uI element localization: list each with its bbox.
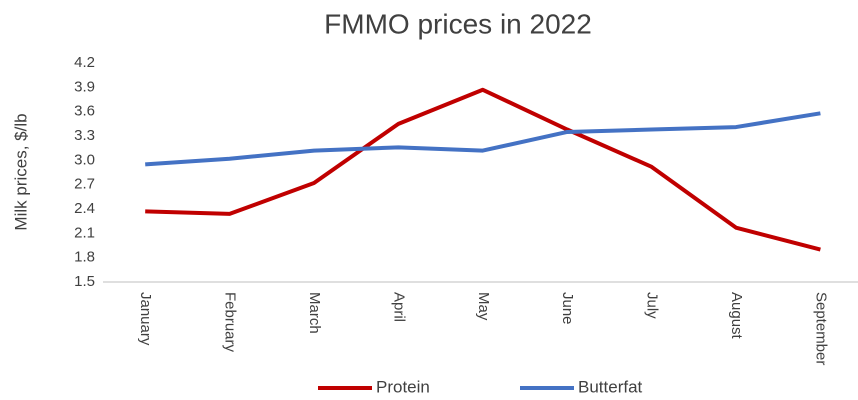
x-tick-label: April xyxy=(390,292,407,322)
x-tick-label: May xyxy=(475,292,492,321)
legend-label: Butterfat xyxy=(578,377,643,396)
y-tick-label: 2.4 xyxy=(74,200,95,217)
y-tick-label: 1.8 xyxy=(74,249,95,266)
x-tick-label: September xyxy=(812,292,829,365)
x-tick-label: February xyxy=(222,292,239,353)
series-line xyxy=(145,111,821,167)
y-tick-label: 3.6 xyxy=(74,103,95,120)
y-tick-label: 2.1 xyxy=(74,224,95,241)
x-tick-label: January xyxy=(137,292,154,346)
y-tick-label: 1.5 xyxy=(74,273,95,290)
legend-label: Protein xyxy=(376,377,430,396)
y-tick-label: 3.3 xyxy=(74,127,95,144)
y-tick-label: 3.9 xyxy=(74,78,95,95)
chart-title: FMMO prices in 2022 xyxy=(324,8,592,39)
y-tick-label: 2.7 xyxy=(74,176,95,193)
y-tick-label: 4.2 xyxy=(74,54,95,71)
x-tick-label: June xyxy=(559,292,576,325)
x-tick-label: July xyxy=(644,292,661,319)
series-line xyxy=(145,87,821,252)
x-tick-label: March xyxy=(306,292,323,334)
y-tick-label: 3.0 xyxy=(74,151,95,168)
x-tick-label: August xyxy=(728,292,745,340)
y-axis-label: Milk prices, $/lb xyxy=(11,113,30,230)
